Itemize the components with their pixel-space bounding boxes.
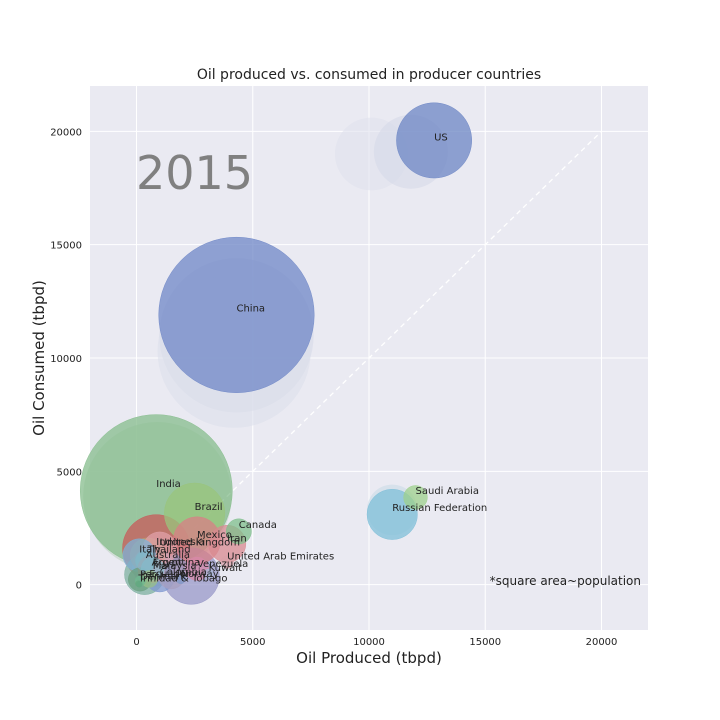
year-label: 2015 [136, 146, 253, 200]
country-label: Canada [239, 520, 277, 531]
y-tick-label: 10000 [50, 354, 82, 365]
country-label: Italy [139, 544, 161, 555]
y-tick-labels: 0 5000 10000 15000 20000 [50, 127, 82, 591]
bubble-point[interactable] [136, 580, 143, 588]
country-label: China [236, 304, 265, 315]
country-label: Norway [181, 569, 219, 580]
country-label: Indonesia [156, 537, 204, 548]
country-label: Colombia [160, 567, 207, 578]
bubble-point[interactable] [225, 518, 252, 545]
country-labels: US China India Brazil Saudi Arabia Russian Fe… [137, 132, 487, 584]
country-label: United Arab Emirates [227, 552, 334, 563]
bubble-point[interactable] [158, 236, 315, 393]
x-tick-label: 0 [133, 637, 139, 648]
bubble-point[interactable] [396, 102, 472, 179]
y-axis-label: Oil Consumed (tbpd) [30, 280, 48, 436]
country-label: Peru [140, 569, 162, 580]
country-label: United Kingdom [160, 537, 240, 548]
country-label: Kuwait [209, 563, 242, 574]
country-label: Australia [146, 550, 190, 561]
country-label: Mexico [197, 530, 232, 541]
country-label: Brazil [195, 502, 223, 513]
country-label: Thailand [147, 544, 191, 555]
chart-title: Oil produced vs. consumed in producer co… [197, 67, 541, 83]
x-axis-label: Oil Produced (tbpd) [296, 649, 442, 667]
country-label: Argentina [152, 557, 201, 568]
country-label: Iran [227, 534, 247, 545]
country-label: Trinidad & Tobago [137, 573, 227, 584]
x-tick-labels: 0 5000 10000 15000 20000 [133, 637, 617, 648]
country-label: Russian Federation [392, 503, 487, 514]
country-label: Venezuela [197, 559, 248, 570]
country-label: US [434, 132, 448, 143]
bubble-point[interactable] [185, 556, 209, 581]
country-label: Egypt [153, 558, 182, 569]
country-label: India [156, 479, 181, 490]
x-tick-label: 5000 [240, 637, 265, 648]
y-tick-label: 20000 [50, 127, 82, 138]
country-label: Ecuador [149, 569, 191, 580]
y-tick-label: 5000 [57, 467, 82, 478]
bubble-point[interactable] [220, 555, 234, 569]
population-note: *square area~population [490, 574, 641, 588]
y-tick-label: 0 [76, 581, 82, 592]
bubble-point[interactable] [403, 485, 428, 510]
bubble-point[interactable] [204, 568, 214, 578]
country-label: Denmark [140, 571, 186, 582]
y-tick-label: 15000 [50, 241, 82, 252]
country-label: Malaysia [153, 561, 197, 572]
country-label: Saudi Arabia [416, 486, 479, 497]
x-tick-label: 20000 [586, 637, 618, 648]
bubble-point[interactable] [175, 574, 186, 584]
x-tick-label: 10000 [353, 637, 385, 648]
x-tick-label: 15000 [469, 637, 501, 648]
bubble-series [79, 102, 472, 605]
